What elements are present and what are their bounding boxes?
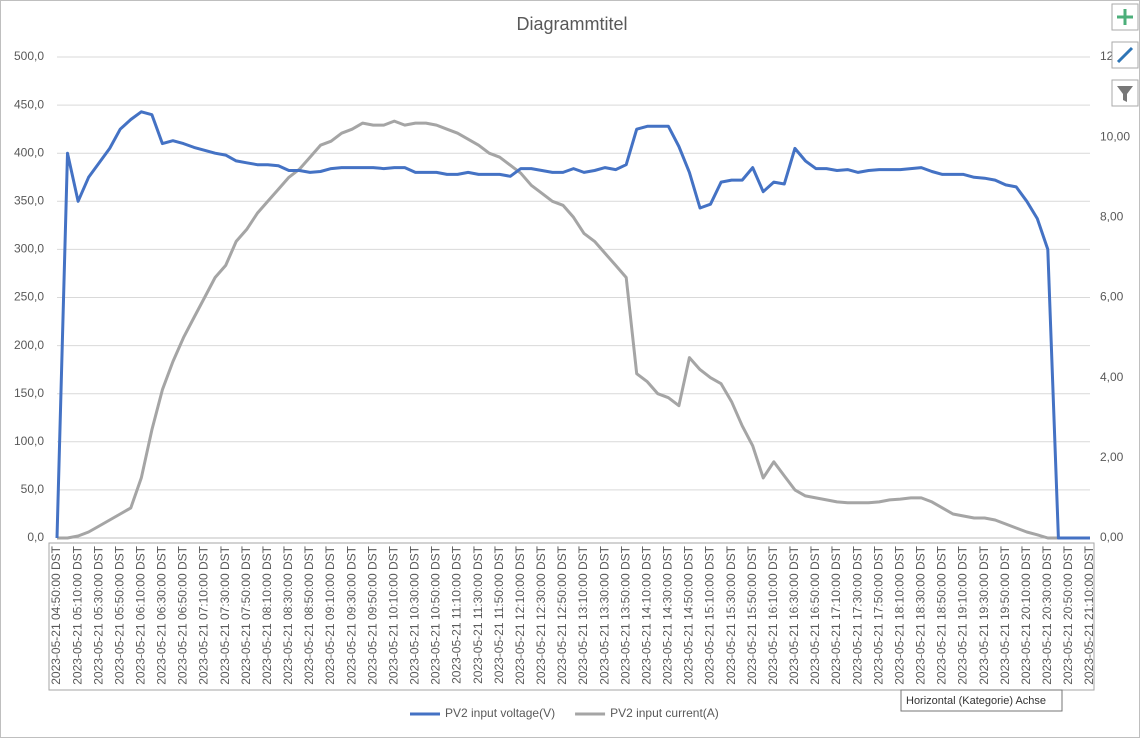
x-tick-label: 2023-05-21 20:30:00 DST xyxy=(1040,545,1054,684)
x-tick-label: 2023-05-21 10:50:00 DST xyxy=(429,545,443,684)
x-tick-label: 2023-05-21 11:30:00 DST xyxy=(471,545,485,684)
x-tick-label: 2023-05-21 08:10:00 DST xyxy=(260,545,274,684)
x-tick-label: 2023-05-21 06:30:00 DST xyxy=(155,545,169,684)
x-tick-label: 2023-05-21 10:10:00 DST xyxy=(386,545,400,684)
x-tick-label: 2023-05-21 14:10:00 DST xyxy=(639,545,653,684)
style-button[interactable] xyxy=(1111,41,1139,69)
y-tick-label: 200,0 xyxy=(14,338,44,352)
x-tick-label: 2023-05-21 16:30:00 DST xyxy=(787,545,801,684)
y2-tick-label: 2,00 xyxy=(1100,450,1124,464)
y-tick-label: 400,0 xyxy=(14,145,44,159)
y-tick-label: 0,0 xyxy=(27,530,44,544)
x-tick-label: 2023-05-21 10:30:00 DST xyxy=(408,545,422,684)
x-tick-label: 2023-05-21 13:50:00 DST xyxy=(618,545,632,684)
x-tick-label: 2023-05-21 06:50:00 DST xyxy=(176,545,190,684)
y-tick-label: 300,0 xyxy=(14,242,44,256)
x-tick-label: 2023-05-21 16:50:00 DST xyxy=(808,545,822,684)
legend-label: PV2 input current(A) xyxy=(610,706,719,720)
axis-selection xyxy=(48,542,1095,691)
x-tick-label: 2023-05-21 04:50:00 DST xyxy=(49,545,63,684)
tooltip-text: Horizontal (Kategorie) Achse xyxy=(906,695,1046,707)
x-tick-label: 2023-05-21 20:10:00 DST xyxy=(1019,545,1033,684)
y-tick-label: 50,0 xyxy=(21,482,45,496)
x-tick-label: 2023-05-21 21:10:00 DST xyxy=(1082,545,1096,684)
x-tick-label: 2023-05-21 05:10:00 DST xyxy=(70,545,84,684)
x-tick-label: 2023-05-21 05:30:00 DST xyxy=(91,545,105,684)
plot-area: 0,0 50,0 100,0 150,0 200,0 250,0 300,0 350,0 400… xyxy=(14,49,1130,685)
x-tick-label: 2023-05-21 17:50:00 DST xyxy=(871,545,885,684)
y2-tick-label: 6,00 xyxy=(1100,290,1124,304)
x-tick-label: 2023-05-21 09:10:00 DST xyxy=(323,545,337,684)
chart-title: Diagrammtitel xyxy=(516,14,627,34)
x-tick-label: 2023-05-21 18:10:00 DST xyxy=(892,545,906,684)
x-tick-label: 2023-05-21 11:50:00 DST xyxy=(492,545,506,684)
y-tick-label: 250,0 xyxy=(14,290,44,304)
x-tick-label: 2023-05-21 17:30:00 DST xyxy=(850,545,864,684)
y2-tick-label: 0,00 xyxy=(1100,530,1124,544)
x-tick-label: 2023-05-21 09:50:00 DST xyxy=(365,545,379,684)
x-tick-label: 2023-05-21 17:10:00 DST xyxy=(829,545,843,684)
x-tick-label: 2023-05-21 08:50:00 DST xyxy=(302,545,316,684)
x-tick-label: 2023-05-21 07:50:00 DST xyxy=(239,545,253,684)
x-tick-label: 2023-05-21 07:10:00 DST xyxy=(197,545,211,684)
x-tick-label: 2023-05-21 15:10:00 DST xyxy=(703,545,717,684)
y-tick-label: 450,0 xyxy=(14,97,44,111)
x-tick-label: 2023-05-21 12:10:00 DST xyxy=(513,545,527,684)
legend-label: PV2 input voltage(V) xyxy=(445,706,555,720)
x-tick-label: 2023-05-21 08:30:00 DST xyxy=(281,545,295,684)
tooltip: Horizontal (Kategorie) Achse xyxy=(900,689,1063,712)
x-tick-label: 2023-05-21 07:30:00 DST xyxy=(218,545,232,684)
x-tick-label: 2023-05-21 19:10:00 DST xyxy=(956,545,970,684)
x-tick-label: 2023-05-21 18:50:00 DST xyxy=(935,545,949,684)
tooltip-box xyxy=(900,689,1063,712)
x-tick-label: 2023-05-21 13:10:00 DST xyxy=(576,545,590,684)
x-tick-label: 2023-05-21 05:50:00 DST xyxy=(112,545,126,684)
x-tick-label: 2023-05-21 06:10:00 DST xyxy=(133,545,147,684)
y-tick-label: 500,0 xyxy=(14,49,44,63)
x-tick-label: 2023-05-21 13:30:00 DST xyxy=(597,545,611,684)
x-tick-label: 2023-05-21 18:30:00 DST xyxy=(914,545,928,684)
x-tick-label: 2023-05-21 14:30:00 DST xyxy=(661,545,675,684)
series-line xyxy=(55,110,1090,540)
brush-icon xyxy=(1116,46,1134,64)
y2-tick-label: 4,00 xyxy=(1100,370,1124,384)
x-tick-label: 2023-05-21 16:10:00 DST xyxy=(766,545,780,684)
filter-icon xyxy=(1117,86,1133,102)
x-tick-label: 2023-05-21 14:50:00 DST xyxy=(682,545,696,684)
x-tick-label: 2023-05-21 12:50:00 DST xyxy=(555,545,569,684)
y2-tick-label: 8,00 xyxy=(1100,210,1124,224)
y-tick-label: 350,0 xyxy=(14,193,44,207)
chart-buttons xyxy=(1111,3,1139,107)
x-tick-label: 2023-05-21 19:50:00 DST xyxy=(998,545,1012,684)
series-line xyxy=(57,119,1090,540)
y-tick-label: 100,0 xyxy=(14,434,44,448)
plus-icon xyxy=(1117,9,1133,25)
x-tick-label: 2023-05-21 11:10:00 DST xyxy=(450,545,464,684)
x-tick-label: 2023-05-21 09:30:00 DST xyxy=(344,545,358,684)
x-tick-label: 2023-05-21 20:50:00 DST xyxy=(1061,545,1075,684)
x-tick-label: 2023-05-21 15:50:00 DST xyxy=(745,545,759,684)
y2-tick-label: 10,00 xyxy=(1100,129,1130,143)
x-tick-label: 2023-05-21 19:30:00 DST xyxy=(977,545,991,684)
x-tick-label: 2023-05-21 12:30:00 DST xyxy=(534,545,548,684)
x-tick-label: 2023-05-21 15:30:00 DST xyxy=(724,545,738,684)
y-tick-label: 150,0 xyxy=(14,386,44,400)
